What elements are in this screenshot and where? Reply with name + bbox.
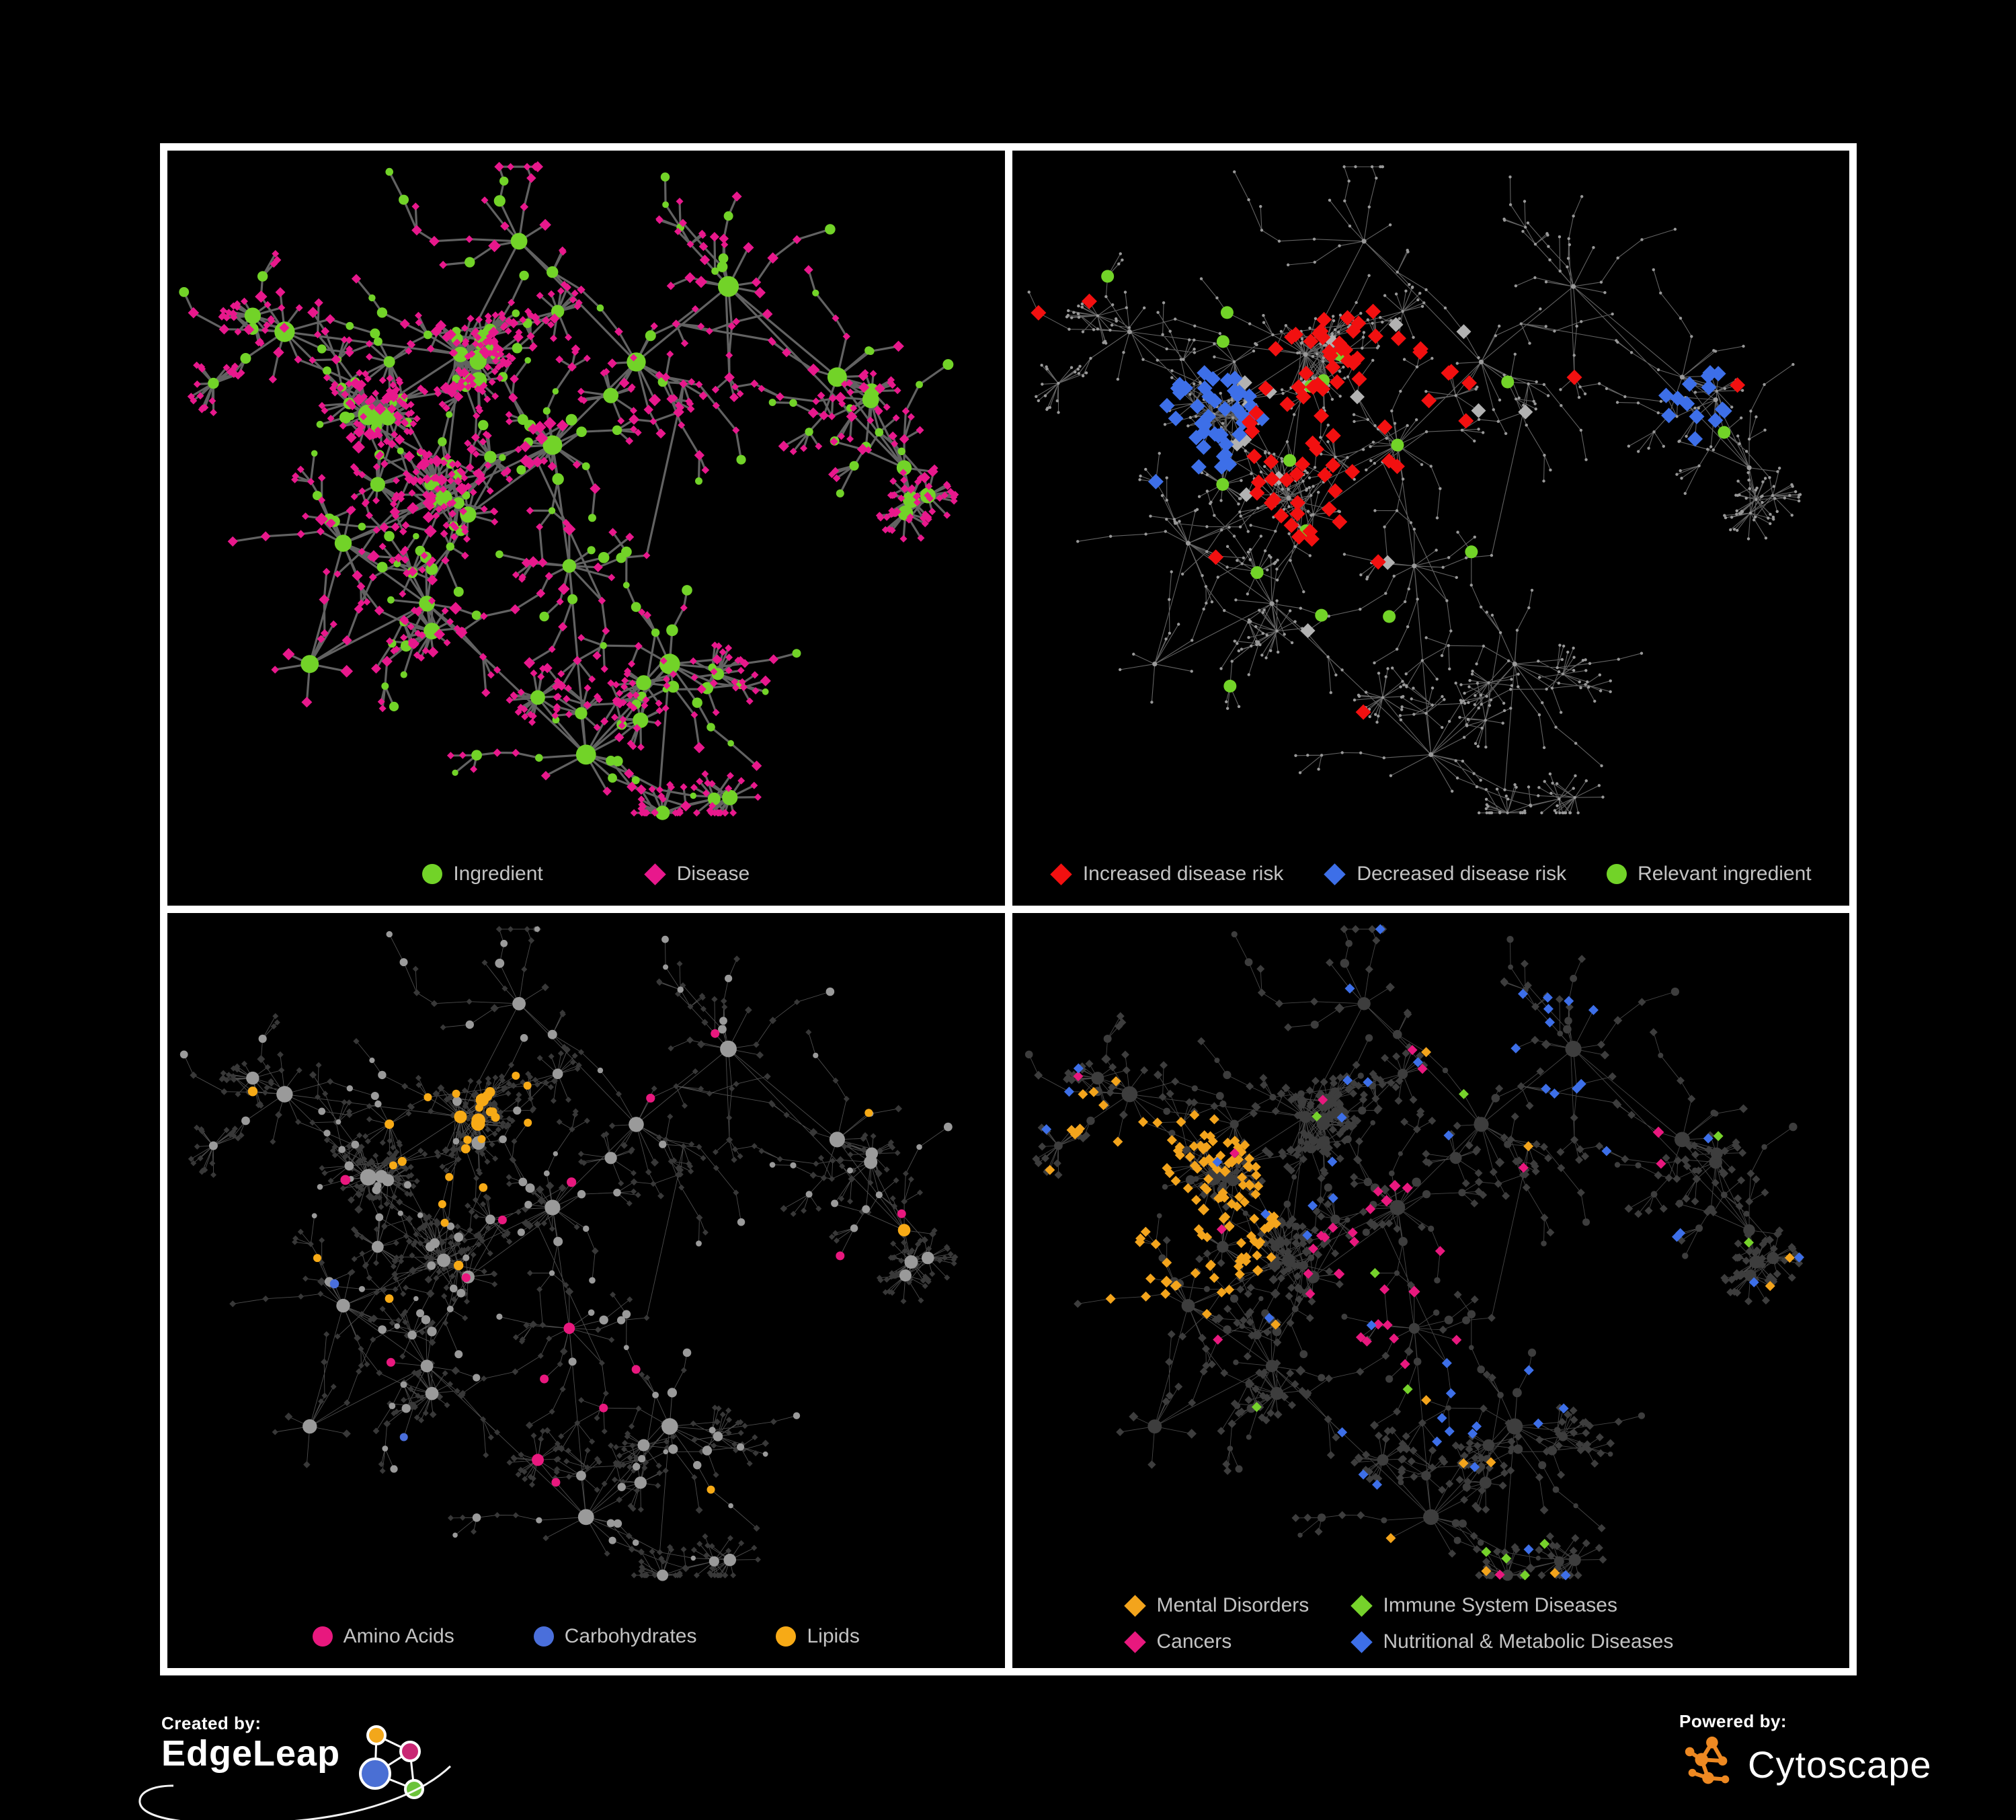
legend-item-decreased-risk: Decreased disease risk	[1324, 863, 1566, 885]
relevant-ingredient-circle-icon	[1607, 864, 1627, 884]
legend-item-nutritional-metabolic: Nutritional & Metabolic Diseases	[1350, 1630, 1674, 1653]
decreased-risk-diamond-icon	[1324, 863, 1346, 885]
legend-item-amino-acids: Amino Acids	[312, 1625, 454, 1648]
edgeleap-credit: Created by: EdgeLeap	[138, 1713, 452, 1820]
panel-ingredient-disease: Ingredient Disease	[167, 151, 1005, 906]
legend-item-carbohydrates: Carbohydrates	[533, 1625, 697, 1648]
legend-item-mental-disorders: Mental Disorders	[1123, 1594, 1350, 1617]
legend-label: Carbohydrates	[564, 1625, 697, 1647]
cytoscape-wordmark: Cytoscape	[1748, 1743, 1932, 1786]
panel-disease-classes: Mental Disorders Immune System Diseases …	[1012, 913, 1849, 1668]
legend-disease-classes: Mental Disorders Immune System Diseases …	[1123, 1594, 1674, 1653]
ingredient-circle-icon	[422, 864, 443, 884]
cytoscape-logo-icon	[1685, 1736, 1730, 1784]
edgeleap-logo-icon	[359, 1725, 425, 1799]
amino-acids-circle-icon	[312, 1626, 333, 1647]
network-graph-disease-risk	[1027, 165, 1802, 815]
powered-by-label: Powered by:	[1679, 1711, 1787, 1731]
legend-label: Amino Acids	[343, 1625, 454, 1647]
legend-label: Disease	[676, 863, 750, 885]
created-by-label: Created by:	[161, 1713, 261, 1733]
legend-item-disease: Disease	[644, 863, 750, 885]
increased-risk-diamond-icon	[1050, 863, 1072, 885]
legend-label: Mental Disorders	[1156, 1594, 1309, 1616]
cytoscape-brand-row: Cytoscape	[1679, 1735, 1932, 1794]
legend-item-increased-risk: Increased disease risk	[1050, 863, 1283, 885]
legend-label: Increased disease risk	[1082, 863, 1284, 885]
edgeleap-wordmark: EdgeLeap	[161, 1733, 341, 1774]
panel-disease-risk: Increased disease risk Decreased disease…	[1012, 151, 1850, 906]
legend-label: Relevant ingredient	[1638, 863, 1812, 885]
legend-item-cancers: Cancers	[1123, 1630, 1350, 1653]
cytoscape-credit: Powered by: Cytoscape	[1679, 1711, 1932, 1794]
legend-nutrient-classes: Amino Acids Carbohydrates Lipids	[167, 1625, 1005, 1648]
mental-disorders-diamond-icon	[1123, 1594, 1146, 1617]
network-graph-nutrient-classes	[179, 925, 959, 1581]
legend-item-lipids: Lipids	[776, 1625, 860, 1648]
legend-item-ingredient: Ingredient	[422, 863, 543, 885]
network-graph-ingredient-disease	[179, 161, 959, 820]
legend-label: Cancers	[1156, 1630, 1232, 1653]
legend-label: Ingredient	[453, 863, 543, 885]
lipids-circle-icon	[776, 1626, 797, 1647]
panel-nutrient-classes: Amino Acids Carbohydrates Lipids	[167, 913, 1005, 1668]
cancers-diamond-icon	[1123, 1630, 1146, 1653]
legend-label: Immune System Diseases	[1383, 1594, 1617, 1616]
four-panel-grid: Ingredient Disease Increased disease ris…	[160, 143, 1857, 1675]
legend-ingredient-disease: Ingredient Disease	[167, 863, 1005, 885]
legend-item-immune-diseases: Immune System Diseases	[1350, 1594, 1674, 1617]
edgeleap-brand-row: EdgeLeap	[138, 1725, 452, 1820]
disease-diamond-icon	[644, 863, 666, 885]
carbohydrates-circle-icon	[533, 1626, 554, 1647]
legend-label: Decreased disease risk	[1357, 863, 1567, 885]
immune-diseases-diamond-icon	[1350, 1594, 1373, 1617]
legend-label: Lipids	[807, 1625, 860, 1647]
nutritional-metabolic-diamond-icon	[1350, 1630, 1373, 1653]
legend-label: Nutritional & Metabolic Diseases	[1383, 1630, 1674, 1653]
legend-item-relevant-ingredient: Relevant ingredient	[1607, 863, 1812, 885]
legend-disease-risk: Increased disease risk Decreased disease…	[1012, 863, 1850, 885]
network-graph-disease-classes	[1024, 924, 1804, 1581]
